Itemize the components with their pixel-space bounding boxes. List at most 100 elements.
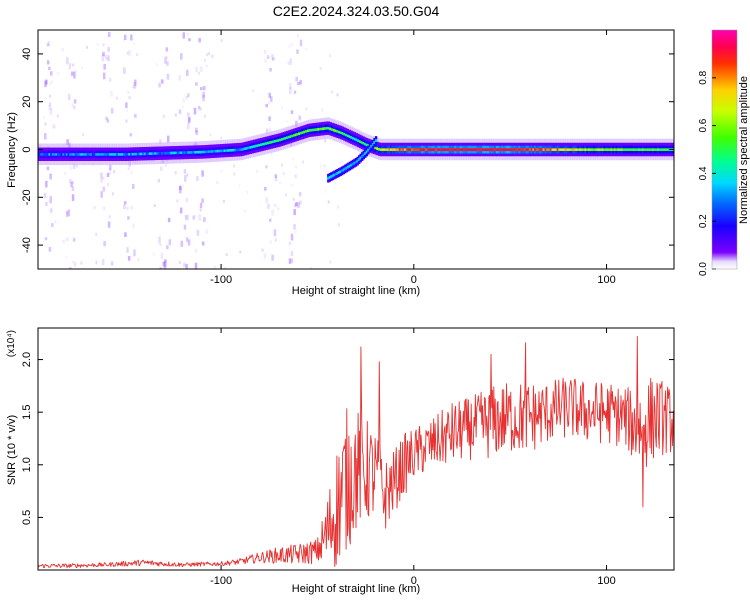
spectrogram-ridge-cell [379, 142, 383, 146]
spectrogram-ridge-cell [577, 150, 580, 154]
spectrogram-ridge-cell [497, 148, 501, 151]
spectrogram-ridge-cell [657, 148, 660, 151]
spectrogram-ridge-cell [67, 150, 70, 154]
spectrogram-ridge-cell [334, 126, 338, 130]
spectrogram-ridge-cell [591, 145, 594, 149]
spectrogram-ridge-cell [258, 148, 261, 152]
spectrogram-ridge-cell [627, 145, 631, 149]
spectrogram-noise-cell [127, 216, 130, 220]
spectrogram-ridge-cell [513, 148, 516, 151]
spectrogram-ridge-cell [567, 150, 570, 154]
spectrogram-ridge-cell [417, 142, 421, 146]
spectrogram-ridge-cell [41, 155, 44, 159]
spectrogram-ridge-cell [482, 150, 485, 154]
spectrogram-ridge-cell [117, 150, 121, 154]
spectrogram-ridge-cell [223, 154, 226, 158]
spectrogram-ridge-cell [518, 148, 521, 151]
spectrogram-ridge-cell [622, 145, 625, 149]
spectrogram-ridge-cell [296, 135, 299, 139]
spectrogram-ridge-cell [390, 150, 393, 154]
spectrogram-ridge-cell [230, 146, 233, 149]
spectrogram-ridge-cell [178, 151, 181, 155]
spectrogram-ridge-cell [320, 127, 324, 131]
colorbar-label: Normalized spectral amplitude [738, 76, 750, 224]
spectrogram-noise-cell [101, 54, 105, 62]
spectrogram-ridge-cell [488, 150, 492, 154]
spectrogram-ridge-cell [190, 150, 194, 154]
spectrogram-ridge-cell [129, 150, 133, 153]
spectrogram-ridge-cell [414, 148, 417, 151]
spectrogram-ridge-cell [240, 142, 244, 146]
spectrogram-ridge-cell [648, 148, 651, 151]
spectrogram-ridge-cell [150, 157, 154, 161]
spectrogram-ridge-cell [265, 139, 268, 143]
spectrogram-ridge-cell [119, 152, 122, 156]
spectrogram-ridge-cell [176, 153, 180, 157]
spectrogram-ridge-cell [443, 153, 447, 157]
spectrogram-branch-cell [344, 170, 347, 174]
spectrogram-noise-cell [216, 180, 219, 184]
spectrogram-noise-cell [286, 119, 289, 123]
spectrogram-ridge-cell [294, 135, 298, 139]
spectrogram-ridge-cell [291, 131, 294, 135]
spectrogram-noise-cell [289, 58, 292, 65]
spectrogram-ridge-cell [629, 153, 632, 157]
spectrogram-noise-cell [220, 169, 223, 173]
spectrogram-ridge-cell [504, 142, 507, 146]
spectrogram-ridge-cell [534, 145, 537, 149]
spectrogram-ridge-cell [44, 150, 48, 154]
spectrogram-ridge-cell [48, 158, 51, 162]
spectrogram-ridge-cell [206, 144, 209, 148]
spectrogram-ridge-cell [96, 158, 100, 162]
spectrogram-ridge-cell [580, 142, 584, 146]
spectrogram-ridge-cell [171, 156, 174, 160]
spectrogram-noise-cell [64, 171, 67, 175]
spectrogram-ridge-cell [50, 158, 53, 162]
spectrogram-ridge-cell [624, 145, 627, 149]
spectrogram-noise-cell [179, 207, 183, 214]
spectrogram-ridge-cell [575, 142, 579, 146]
spectrogram-ridge-cell [494, 150, 497, 154]
spectrogram-ridge-cell [639, 145, 643, 149]
spectrogram-ridge-cell [124, 152, 128, 156]
spectrogram-ridge-cell [126, 152, 129, 156]
spectrogram-ridge-cell [403, 153, 407, 157]
spectrogram-ridge-cell [329, 132, 332, 136]
spectrogram-branch-cell [334, 172, 338, 176]
spectrogram-noise-cell [103, 240, 106, 247]
spectrogram-ridge-cell [473, 145, 476, 149]
spectrogram-ridge-cell [426, 145, 429, 149]
spectrogram-ridge-cell [485, 145, 488, 149]
spectrogram-ridge-cell [246, 141, 249, 145]
spectrogram-ridge-cell [197, 147, 200, 151]
spectrogram-ridge-cell [150, 149, 154, 153]
spectrogram-ridge-cell [312, 133, 315, 137]
spectrogram-ridge-cell [657, 142, 660, 146]
spectrogram-ridge-cell [122, 158, 126, 162]
spectrogram-ridge-cell [593, 145, 596, 149]
spectrogram-ridge-cell [641, 153, 645, 157]
spectrogram-ridge-cell [133, 152, 136, 156]
spectrogram-ridge-cell [431, 142, 435, 146]
spectrogram-ridge-cell [149, 157, 152, 161]
spectrogram-ridge-cell [345, 136, 348, 139]
spectrogram-ridge-cell [228, 154, 232, 157]
spectrogram-noise-cell [290, 251, 294, 257]
spectrogram-ridge-cell [251, 140, 254, 143]
spectrogram-ridge-cell [565, 150, 568, 154]
spectrogram-ridge-cell [318, 132, 322, 136]
spectrogram-ridge-cell [138, 157, 142, 161]
spectrogram-ridge-cell [539, 142, 542, 146]
spectrogram-noise-cell [102, 51, 105, 56]
spectrogram-ridge-cell [206, 150, 209, 154]
spectrogram-noise-cell [52, 123, 55, 129]
spectrogram-noise-cell [185, 237, 189, 242]
spectrogram-noise-cell [46, 60, 50, 65]
spectrogram-ridge-cell [41, 152, 44, 156]
spectrogram-ridge-cell [365, 138, 369, 141]
spectrogram-ridge-cell [468, 153, 471, 157]
spectrogram-ridge-cell [331, 125, 334, 129]
spectrogram-ridge-cell [471, 150, 475, 154]
spectrogram-ridge-cell [122, 155, 126, 159]
spectrogram-ridge-cell [346, 139, 350, 143]
